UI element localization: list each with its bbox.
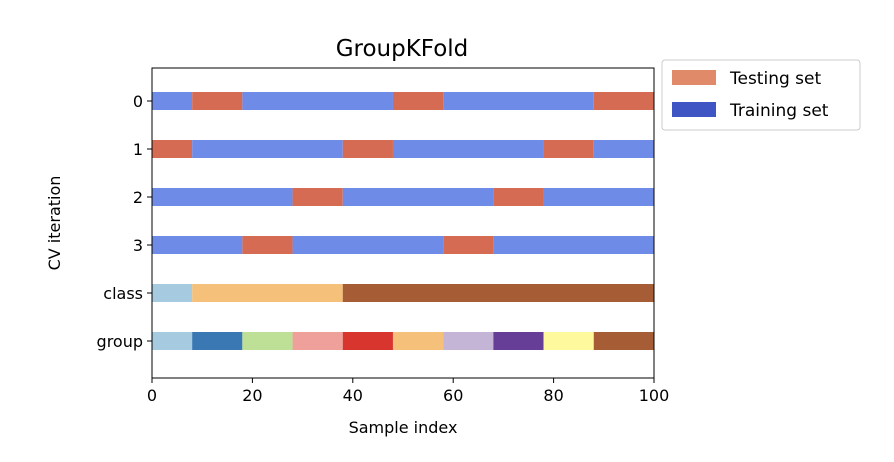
x-tick-label-40: 40 — [343, 386, 363, 405]
bar-segment-1-3 — [392, 140, 544, 158]
bar-segment-group-0 — [152, 332, 193, 350]
bar-segment-group-9 — [593, 332, 654, 350]
bar-segment-2-0 — [152, 188, 293, 206]
bar-segment-0-0 — [152, 92, 193, 110]
y-tick-label-3: 3 — [133, 236, 143, 255]
bar-segment-0-4 — [443, 92, 594, 110]
bar-segment-group-7 — [493, 332, 544, 350]
y-tick-label-class: class — [103, 284, 143, 303]
y-tick-label-group: group — [97, 332, 143, 351]
legend-swatch-training — [672, 102, 716, 117]
bar-segment-group-3 — [292, 332, 343, 350]
legend-swatch-testing — [672, 70, 716, 85]
bar-segment-3-4 — [493, 236, 654, 254]
y-axis-ticks: 0 1 2 3 class group — [97, 92, 152, 351]
bar-segment-group-2 — [242, 332, 293, 350]
bar-segment-2-4 — [543, 188, 654, 206]
y-tick-label-2: 2 — [133, 188, 143, 207]
bar-segment-0-3 — [392, 92, 444, 110]
bar-segment-group-5 — [392, 332, 444, 350]
bar-segment-1-2 — [342, 140, 393, 158]
chart-title: GroupKFold — [336, 36, 469, 62]
bar-segment-3-2 — [292, 236, 444, 254]
bar-segment-class-2 — [342, 284, 654, 302]
bar-segment-3-1 — [242, 236, 293, 254]
bar-segment-1-4 — [543, 140, 594, 158]
bar-segment-2-3 — [493, 188, 544, 206]
bar-segment-0-5 — [593, 92, 654, 110]
bar-segment-0-2 — [242, 92, 393, 110]
bar-segment-1-0 — [152, 140, 193, 158]
y-tick-label-1: 1 — [133, 140, 143, 159]
bar-segment-class-1 — [192, 284, 343, 302]
x-tick-label-60: 60 — [443, 386, 463, 405]
bar-segment-0-1 — [192, 92, 243, 110]
bar-segment-2-1 — [292, 188, 343, 206]
bar-segment-group-4 — [342, 332, 393, 350]
bar-segment-group-6 — [443, 332, 494, 350]
bar-segment-1-5 — [593, 140, 654, 158]
bar-segment-group-1 — [192, 332, 243, 350]
x-tick-label-0: 0 — [147, 386, 157, 405]
bar-segment-3-0 — [152, 236, 243, 254]
bar-segment-group-8 — [543, 332, 594, 350]
x-axis-label: Sample index — [349, 418, 458, 437]
bar-segment-3-3 — [443, 236, 494, 254]
y-tick-label-0: 0 — [133, 92, 143, 111]
x-tick-label-20: 20 — [242, 386, 262, 405]
bar-segment-2-2 — [342, 188, 494, 206]
bar-segment-1-1 — [192, 140, 343, 158]
x-tick-label-100: 100 — [639, 386, 670, 405]
x-axis-ticks: 0 20 40 60 80 100 — [147, 378, 669, 405]
plot-frame — [151, 67, 655, 379]
x-tick-label-80: 80 — [543, 386, 563, 405]
plot-area: 0 1 2 3 class group 0 20 40 60 80 100 — [97, 67, 669, 405]
legend-label-training: Training set — [729, 101, 829, 121]
y-axis-label: CV iteration — [45, 176, 64, 271]
bar-segment-class-0 — [152, 284, 193, 302]
legend: Testing set Training set — [661, 59, 861, 131]
bar-segments — [152, 92, 654, 350]
legend-label-testing: Testing set — [729, 69, 821, 89]
